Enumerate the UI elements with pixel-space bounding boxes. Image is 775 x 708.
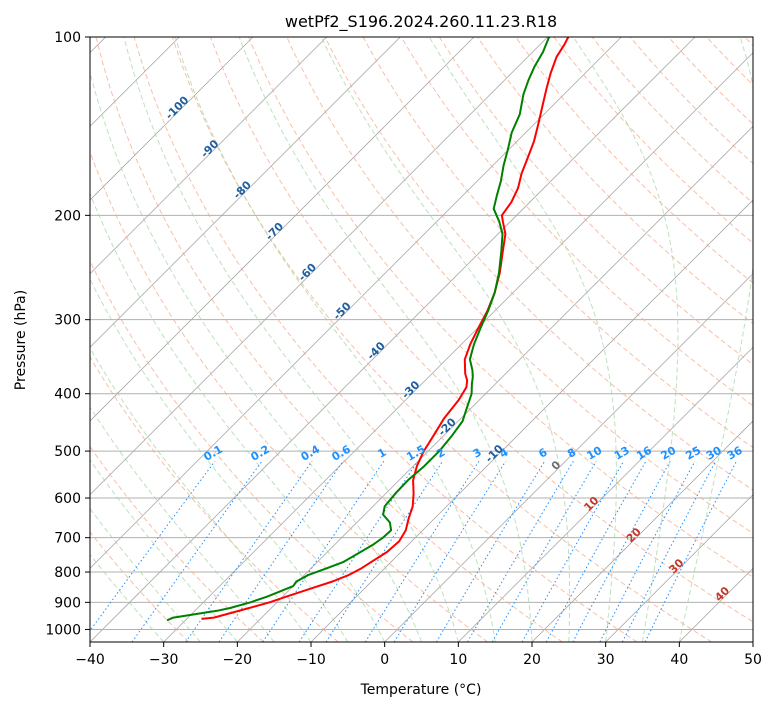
moist-adiabat-line — [678, 37, 753, 642]
mixing-ratio-line — [131, 460, 263, 642]
isotherm-line — [384, 273, 753, 642]
dewpoint-profile-line — [166, 37, 551, 622]
x-axis: −40 −30 −20 −10 0 10 20 30 40 50 — [75, 642, 762, 668]
dry-adiabat-line — [90, 531, 190, 642]
mixing-ratio-line — [325, 460, 444, 642]
mixing-ratio-line — [393, 460, 507, 642]
dry-adiabat-line — [171, 37, 712, 642]
moist-adiabat-line — [90, 192, 386, 642]
y-tick-label: 1000 — [45, 622, 81, 638]
dry-adiabat-line — [90, 150, 488, 642]
moist-adiabat-line — [428, 37, 617, 642]
x-axis-label: Temperature (°C) — [360, 682, 482, 698]
dry-adiabat-line — [95, 37, 563, 642]
dry-adiabat-line — [90, 445, 264, 642]
isotherm-line — [163, 52, 753, 642]
dry-adiabat-line — [515, 37, 753, 284]
mixing-ratio-line — [364, 460, 480, 642]
y-tick-label: 300 — [54, 313, 81, 329]
x-tick-label: 10 — [449, 652, 467, 668]
moist-adiabat-line — [90, 459, 238, 642]
isotherm-line — [605, 494, 753, 642]
y-tick-label: 900 — [54, 595, 81, 611]
y-tick-label: 700 — [54, 531, 81, 547]
isotherm-line — [458, 346, 753, 642]
moist-adiabat-line — [572, 37, 679, 642]
mixing-ratio-line — [521, 460, 625, 642]
moist-adiabat-line — [90, 406, 275, 642]
moist-adiabat-line — [90, 278, 349, 642]
moist-adiabat-line — [320, 37, 571, 642]
isotherm-line — [90, 37, 401, 348]
y-tick-label: 800 — [54, 565, 81, 581]
y-axis-label: Pressure (hPa) — [13, 290, 29, 390]
mixing-ratio-line — [621, 460, 717, 642]
series-layer — [166, 37, 570, 622]
x-tick-label: −40 — [75, 652, 105, 668]
dry-adiabat-line — [248, 37, 753, 578]
isotherm-line — [90, 37, 622, 569]
moist-adiabat-line — [123, 37, 459, 642]
dry-adiabat-line — [400, 37, 753, 407]
dry-adiabat-line — [210, 37, 753, 623]
mixing-ratio-line — [298, 460, 419, 642]
isotherm-line — [237, 125, 753, 642]
y-tick-label: 200 — [54, 208, 81, 224]
isotherm-line — [90, 37, 475, 422]
y-tick-label: 600 — [54, 491, 81, 507]
y-tick-label: 500 — [54, 444, 81, 460]
x-tick-label: 50 — [744, 652, 762, 668]
x-tick-label: 20 — [523, 652, 541, 668]
dry-adiabat-line — [324, 37, 753, 491]
y-tick-label: 400 — [54, 387, 81, 403]
mixing-ratio-line — [572, 460, 671, 642]
chart-title: wetPf2_S196.2024.260.11.23.R18 — [285, 12, 557, 32]
moist-adiabat-line — [238, 37, 533, 642]
dry-adiabat-line — [90, 259, 414, 642]
x-tick-label: 40 — [670, 652, 688, 668]
mixing-ratio-line — [599, 460, 696, 642]
mixing-ratio-line — [644, 460, 737, 642]
isotherm-line — [531, 420, 753, 642]
dry-adiabat-line — [90, 356, 339, 642]
plot-frame — [89, 36, 754, 643]
temperature-profile-line — [201, 37, 570, 620]
isotherm-line — [90, 37, 548, 496]
x-tick-label: −30 — [149, 652, 179, 668]
dry-adiabat-line — [438, 37, 753, 366]
mixing-ratio-line — [90, 460, 216, 632]
x-tick-label: 0 — [380, 652, 389, 668]
isotherm-line — [90, 37, 327, 275]
x-tick-label: 30 — [597, 652, 615, 668]
x-tick-label: −10 — [296, 652, 326, 668]
x-tick-label: −20 — [223, 652, 253, 668]
background-lines — [90, 37, 753, 642]
mixing-ratio-line — [262, 460, 385, 642]
mixing-ratio-line — [545, 460, 647, 642]
y-tick-label: 100 — [54, 30, 81, 46]
isotherm-line — [90, 37, 254, 201]
dry-adiabat-line — [133, 37, 638, 642]
y-axis: 100 200 300 400 500 600 700 800 900 1000 — [45, 30, 90, 638]
moist-adiabat-line — [174, 37, 496, 642]
